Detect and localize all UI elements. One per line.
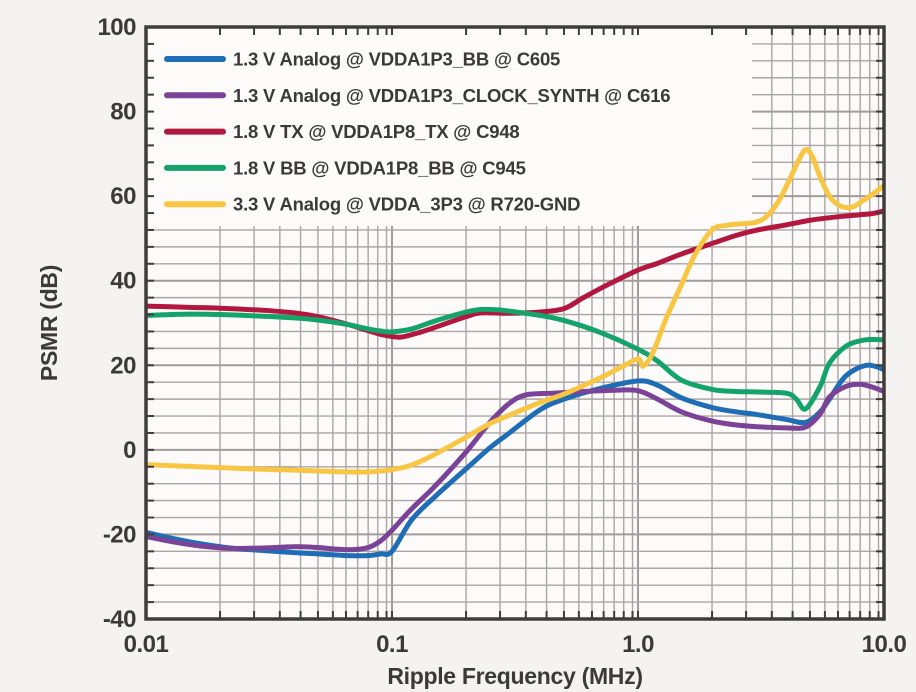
x-tick-label-3: 10.0 xyxy=(862,631,907,658)
y-tick-label-4: 20 xyxy=(110,352,136,379)
legend-background xyxy=(150,30,752,226)
axis-labels: 0.01 0.1 1.0 10.0 100 80 60 40 20 0 -20 -40 Ripple F… xyxy=(36,14,907,689)
y-tick-label-0: 100 xyxy=(97,14,136,41)
series-line-4 xyxy=(146,147,884,475)
legend-label-1: 1.3 V Analog @ VDDA1P3_CLOCK_SYNTH @ C61… xyxy=(233,85,670,106)
x-tick-label-0: 0.01 xyxy=(124,631,169,658)
y-tick-label-3: 40 xyxy=(110,268,136,295)
y-tick-label-2: 60 xyxy=(110,183,136,210)
series-line-1 xyxy=(146,381,884,553)
x-tick-label-1: 0.1 xyxy=(376,631,408,658)
legend-label-3: 1.8 V BB @ VDDA1P8_BB @ C945 xyxy=(233,157,526,178)
y-tick-label-6: -20 xyxy=(103,521,136,548)
y-tick-label-7: -40 xyxy=(103,606,136,633)
y-axis-title: PSMR (dB) xyxy=(36,265,62,381)
y-tick-label-1: 80 xyxy=(110,99,136,126)
legend-label-0: 1.3 V Analog @ VDDA1P3_BB @ C605 xyxy=(233,49,560,70)
legend-label-2: 1.8 V TX @ VDDA1P8_TX @ C948 xyxy=(233,121,520,142)
x-tick-label-2: 1.0 xyxy=(622,631,654,658)
series-curves xyxy=(146,147,884,559)
series-line-3 xyxy=(146,306,884,412)
legend: 1.3 V Analog @ VDDA1P3_BB @ C605 1.3 V An… xyxy=(150,30,752,226)
x-axis-title: Ripple Frequency (MHz) xyxy=(387,663,642,689)
plot-border xyxy=(144,25,886,621)
legend-label-4: 3.3 V Analog @ VDDA_3P3 @ R720-GND xyxy=(233,194,580,215)
y-tick-label-5: 0 xyxy=(123,437,136,464)
series-line-0 xyxy=(146,362,884,559)
series-line-2 xyxy=(146,208,884,340)
